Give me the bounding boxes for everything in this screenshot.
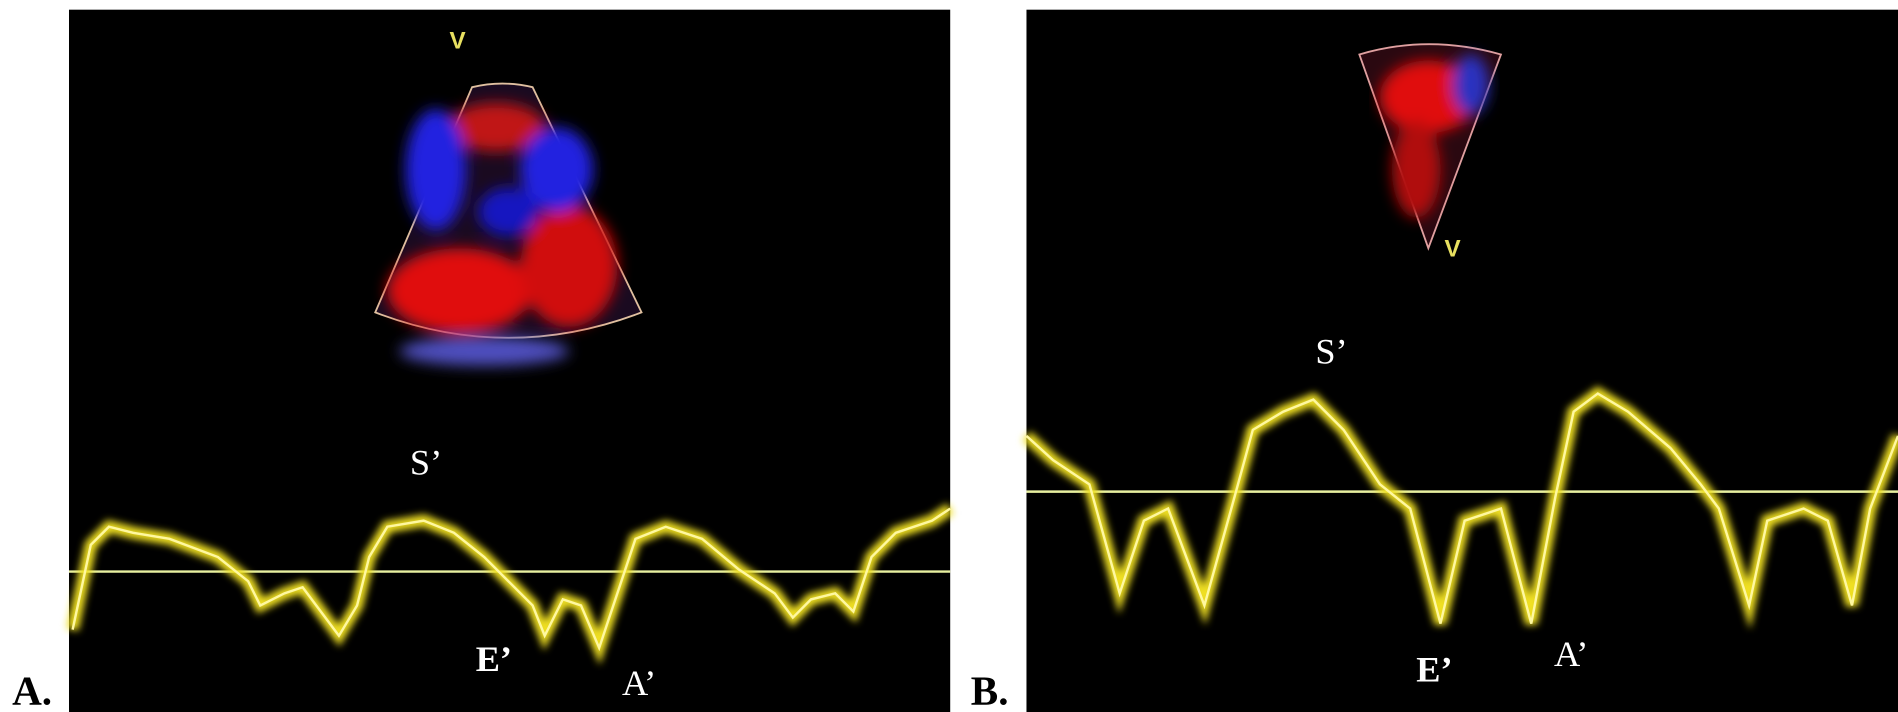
peak-label-a: A’ xyxy=(1554,634,1588,674)
view-marker: V xyxy=(1444,236,1460,263)
peak-label-a: A’ xyxy=(622,663,656,703)
view-marker: V xyxy=(449,27,465,54)
panel-label: B. xyxy=(971,668,1009,712)
peak-label-s: S’ xyxy=(410,443,442,483)
peak-label-e: E’ xyxy=(476,639,512,679)
panel-a: V S’ E’ A’ A. xyxy=(12,10,950,712)
peak-label-e: E’ xyxy=(1416,650,1452,690)
peak-label-s: S’ xyxy=(1315,331,1347,371)
panel-label: A. xyxy=(12,668,52,712)
figure: V S’ E’ A’ A. V S’ E’ A’ B. xyxy=(0,0,1898,712)
panel-b: V S’ E’ A’ B. xyxy=(971,10,1898,712)
